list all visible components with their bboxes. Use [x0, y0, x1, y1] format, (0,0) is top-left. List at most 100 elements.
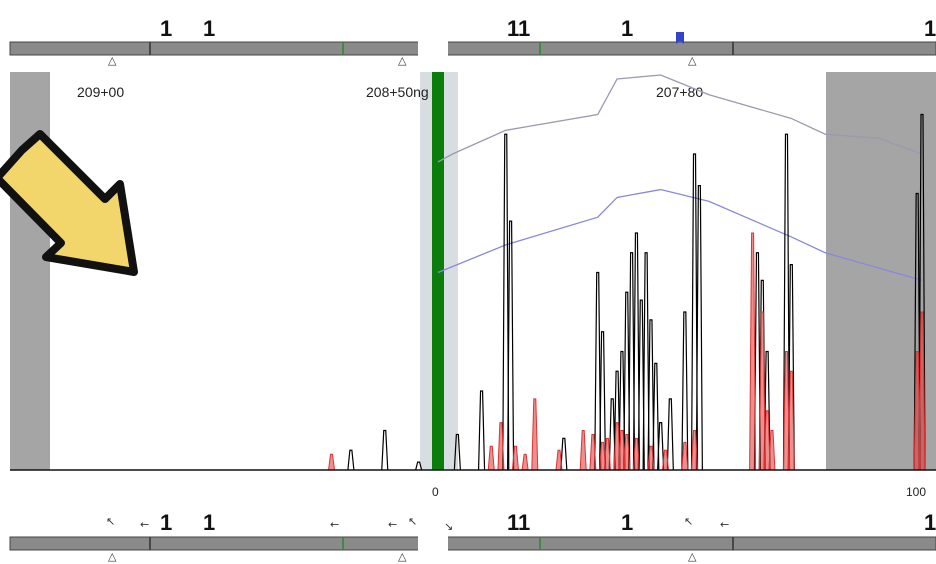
annotation-arrow-icon — [0, 130, 138, 276]
chart-peak — [560, 437, 568, 471]
arrow-glyph: ↘ — [444, 520, 453, 533]
station-label: 207+80 — [656, 84, 703, 100]
arrow-glyph: ↖ — [408, 515, 417, 528]
bookmark-icon[interactable] — [676, 32, 684, 44]
chart-peak — [787, 264, 795, 471]
arrow-glyph: ↖ — [106, 515, 115, 528]
chart-peak — [497, 422, 505, 471]
chart-peak — [632, 437, 640, 471]
bottom-track-label: 11 — [507, 510, 530, 535]
profile-line-lower — [437, 188, 923, 282]
arrow-glyph: ← — [330, 518, 339, 531]
chart-peak — [502, 133, 510, 471]
top-track-label: 1 — [160, 16, 172, 41]
top-track-label: 1 — [621, 16, 633, 41]
chart-peak — [594, 271, 602, 471]
bottom-track-gap — [418, 535, 448, 552]
chart-peak — [681, 441, 689, 471]
top-track: △ △ △ 1 1 11 1 1 — [9, 16, 936, 67]
arrow-glyph: ↖ — [684, 515, 693, 528]
chart-peak — [381, 429, 389, 471]
triangle-marker: △ — [398, 550, 407, 563]
chart-peak — [768, 430, 776, 471]
bottom-track-label: 1 — [160, 510, 172, 535]
chart-peak — [521, 453, 529, 471]
chart-peak — [487, 445, 495, 471]
chart-peak — [753, 252, 762, 471]
chart-peak — [787, 370, 795, 471]
chart-peak — [589, 433, 597, 471]
chart-peak — [328, 453, 336, 471]
arrow-glyph: ← — [720, 518, 729, 531]
bottom-track-label: 1 — [621, 510, 633, 535]
chart-peak — [618, 430, 626, 471]
plot-background — [0, 72, 936, 470]
profile-line-upper — [437, 74, 923, 163]
chart-peak — [918, 113, 926, 471]
station-label: 208+50ng — [366, 84, 429, 100]
chart-peak — [690, 153, 699, 471]
chart-peak — [598, 331, 607, 471]
chart-peak — [642, 252, 650, 471]
top-track-bar — [9, 41, 936, 56]
chart-peak — [918, 311, 926, 471]
chart-peak — [782, 133, 791, 471]
chart-peak — [758, 311, 766, 471]
top-track-label: 1 — [203, 16, 215, 41]
top-track-label: 1 — [924, 16, 936, 41]
bottom-track-bar — [9, 536, 936, 551]
chart-peak — [613, 370, 621, 471]
chart-peak — [531, 398, 539, 471]
station-label: 209+00 — [77, 84, 124, 100]
triangle-marker: △ — [688, 54, 697, 67]
triangle-marker: △ — [108, 550, 117, 563]
bottom-track-label: 1 — [203, 510, 215, 535]
chart-peak — [603, 437, 611, 471]
series-red — [328, 232, 926, 471]
chart-peak — [477, 390, 486, 471]
chart-peak — [913, 192, 921, 471]
chart-peak — [623, 433, 631, 471]
chart-peak — [763, 410, 771, 471]
chart-peak — [637, 299, 645, 471]
bottom-track-label: 1 — [924, 510, 936, 535]
x-tick-label: 100 — [906, 485, 926, 499]
chart-peak — [691, 430, 699, 471]
chart-peak — [661, 449, 669, 471]
highlight-line — [432, 72, 444, 470]
top-track-label: 11 — [507, 16, 530, 41]
chart-peak — [507, 220, 515, 471]
chart-peak — [666, 398, 674, 471]
x-tick-label: 0 — [432, 485, 439, 499]
chart-peak — [579, 430, 587, 471]
chart-peak — [415, 461, 423, 471]
series-black — [347, 113, 926, 471]
chart-peak — [681, 311, 689, 471]
chart-peak — [652, 362, 660, 471]
chart-peak — [347, 449, 355, 471]
triangle-marker: △ — [398, 54, 407, 67]
chart-peak — [613, 422, 621, 471]
chart-peak — [763, 350, 771, 471]
chart-peak — [623, 291, 631, 471]
arrow-glyph: ← — [140, 518, 149, 531]
chart-peak — [782, 351, 790, 471]
arrow-glyph: ← — [388, 518, 397, 531]
top-track-gap — [418, 40, 448, 57]
triangle-marker: △ — [108, 54, 117, 67]
chart-peak — [695, 185, 703, 471]
chart-peak — [555, 449, 563, 471]
chart-peak — [453, 433, 461, 471]
chart-peak — [628, 252, 636, 471]
chart-peak — [632, 232, 641, 471]
chart-peak — [749, 232, 757, 471]
chart-peak — [657, 422, 665, 471]
chart-peak — [599, 441, 607, 471]
chart-peak — [913, 351, 921, 471]
bottom-track: △ △ △ ↖ ← ← ← ↖ ↘ ↖ ← 1 1 11 1 1 — [9, 510, 936, 563]
chart-peak — [511, 445, 519, 471]
left-shaded-region — [10, 72, 50, 470]
chart-peak — [647, 319, 655, 471]
triangle-marker: △ — [688, 550, 697, 563]
